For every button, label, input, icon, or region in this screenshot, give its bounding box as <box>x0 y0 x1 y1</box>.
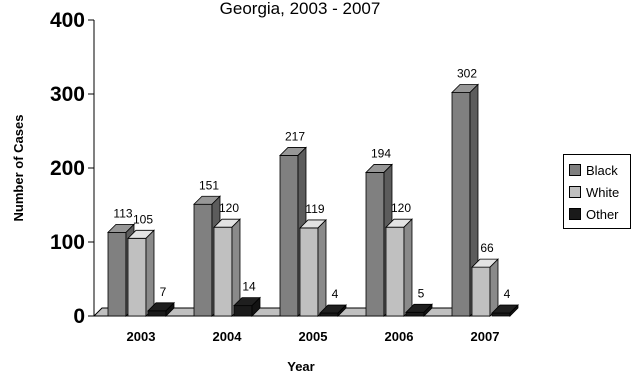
bar <box>127 229 155 317</box>
axes: 0 100 200 300 400 2003 2004 2005 2006 2007 <box>50 9 500 344</box>
bar-front-face <box>471 266 491 317</box>
bar-front-face <box>451 92 471 317</box>
bar-data-label: 302 <box>457 67 477 81</box>
bar <box>213 218 241 317</box>
legend-swatch-black <box>569 164 581 176</box>
bar-front-face <box>319 312 339 317</box>
bar-data-label: 7 <box>160 285 167 299</box>
legend-item-white: White <box>569 181 630 203</box>
bar-front-face <box>491 312 511 317</box>
bar-side-face <box>403 218 413 317</box>
bar-side-face <box>251 296 261 317</box>
bars <box>107 83 519 317</box>
bar-front-face <box>127 237 147 317</box>
x-tick-label: 2005 <box>299 329 328 344</box>
bar-data-label: 105 <box>133 212 153 226</box>
y-tick-label: 200 <box>50 157 85 180</box>
bar-data-label: 120 <box>391 201 411 215</box>
x-tick-label: 2006 <box>385 329 414 344</box>
legend-label-black: Black <box>586 162 618 178</box>
bar <box>319 304 347 317</box>
bar-data-label: 194 <box>371 146 391 160</box>
legend-label-white: White <box>586 184 620 200</box>
bar-data-label: 113 <box>113 206 132 220</box>
bar <box>471 258 499 317</box>
bar-front-face <box>147 310 167 317</box>
x-tick-label: 2003 <box>127 329 156 344</box>
bar-data-label: 120 <box>219 201 239 215</box>
y-tick-label: 400 <box>50 9 85 32</box>
x-axis-label: Year <box>287 359 314 374</box>
bar-data-label: 4 <box>332 287 339 301</box>
y-axis-label: Number of Cases <box>11 115 26 222</box>
bar-front-face <box>107 231 127 317</box>
legend-swatch-white <box>569 186 581 198</box>
legend-item-other: Other <box>569 203 630 225</box>
chart-title: Georgia, 2003 - 2007 <box>220 0 381 18</box>
bar-front-face <box>279 155 299 317</box>
bar <box>147 301 175 317</box>
y-tick-label: 100 <box>50 231 85 254</box>
x-tick-label: 2004 <box>213 329 243 344</box>
legend-label-other: Other <box>586 206 619 222</box>
bar-data-label: 66 <box>480 241 494 255</box>
bar <box>385 218 413 317</box>
bar-side-face <box>489 258 499 317</box>
bar <box>233 296 261 317</box>
bar-front-face <box>213 226 233 317</box>
bar-front-face <box>299 227 319 317</box>
y-tick-label: 0 <box>73 305 85 328</box>
bar-side-face <box>317 218 327 317</box>
y-tick-label: 300 <box>50 83 85 106</box>
bar-side-face <box>337 304 347 317</box>
bar-front-face <box>193 203 213 317</box>
legend: Black White Other <box>563 154 631 229</box>
bar-data-label: 4 <box>504 287 511 301</box>
bar-data-label: 151 <box>199 178 219 192</box>
bar-data-label: 5 <box>418 286 425 300</box>
bar-front-face <box>405 311 425 317</box>
bar-front-face <box>233 305 253 317</box>
legend-item-black: Black <box>569 159 630 181</box>
bar-front-face <box>365 172 385 317</box>
bar-data-label: 217 <box>285 129 305 143</box>
bar-side-face <box>423 303 433 317</box>
bar <box>451 83 479 317</box>
bar-data-label: 119 <box>305 202 324 216</box>
bar <box>299 218 327 317</box>
x-tick-label: 2007 <box>471 329 500 344</box>
legend-swatch-other <box>569 208 581 220</box>
bar-side-face <box>165 301 175 317</box>
bar-front-face <box>385 226 405 317</box>
bar <box>491 304 519 317</box>
bar-side-face <box>145 229 155 317</box>
bar-side-face <box>509 304 519 317</box>
bar-data-label: 14 <box>242 280 256 294</box>
bar <box>405 303 433 317</box>
